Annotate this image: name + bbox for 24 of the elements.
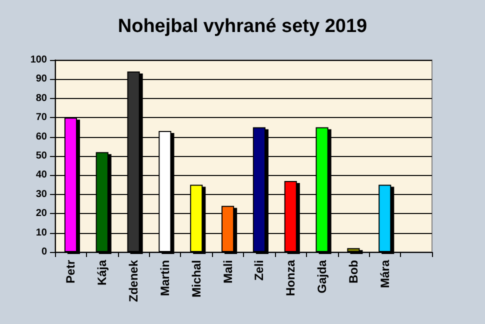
- y-tick-label: 10: [36, 227, 48, 238]
- y-tick-label: 40: [36, 170, 48, 181]
- x-tick-label: Zeli: [252, 260, 266, 281]
- y-tick-label: 100: [30, 54, 48, 66]
- x-tick-label: Petr: [64, 260, 78, 284]
- x-tick-label: Mára: [378, 260, 392, 288]
- x-tick-label: Mali: [220, 260, 235, 284]
- x-tick-label: Martin: [158, 260, 172, 296]
- chart-title: Nohejbal vyhrané sety 2019: [118, 16, 368, 37]
- y-tick-label: 90: [36, 74, 48, 85]
- y-tick-label: 50: [36, 150, 48, 162]
- x-tick-label: Kája: [95, 260, 110, 286]
- x-tick-label: Zdenek: [126, 260, 141, 302]
- y-tick-label: 70: [36, 112, 48, 124]
- x-tick-label: Michal: [189, 260, 204, 298]
- x-tick-label: Honza: [284, 260, 298, 296]
- x-tick-label: Gajda: [315, 260, 330, 294]
- bar: [347, 248, 360, 252]
- y-tick-label: 0: [41, 246, 48, 258]
- y-tick-label: 20: [36, 208, 48, 220]
- y-tick-label: 30: [36, 188, 48, 200]
- y-tick-label: 60: [36, 131, 48, 142]
- y-tick-label: 80: [36, 92, 48, 104]
- x-tick-label: Bob: [346, 260, 360, 284]
